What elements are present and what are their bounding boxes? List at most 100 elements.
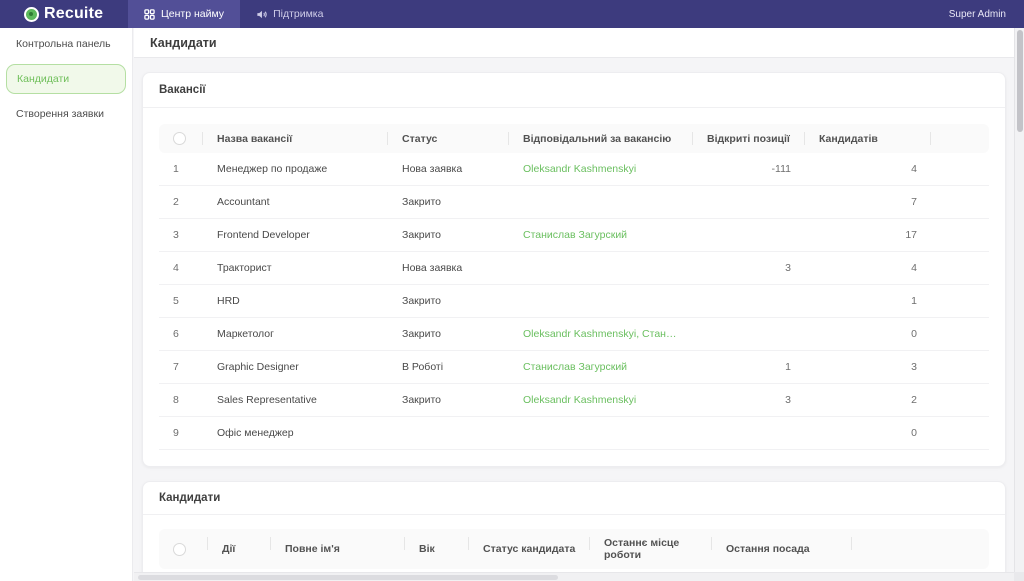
- column-header-open-positions[interactable]: Відкриті позиції: [693, 124, 805, 153]
- vacancy-name: Frontend Developer: [203, 218, 388, 252]
- vacancy-owner-link[interactable]: Станислав Загурский: [509, 350, 693, 384]
- candidates-count-value: 2: [805, 383, 931, 417]
- page-title: Кандидати: [150, 35, 217, 50]
- open-positions-value: 3: [693, 383, 805, 417]
- table-row[interactable]: 2 Accountant Закрито 7: [159, 185, 989, 219]
- column-header-last-workplace[interactable]: Останнє місце роботи: [590, 529, 712, 569]
- vacancy-owner-link[interactable]: Oleksandr Kashmenskyi, Станислав Загу...: [509, 317, 693, 351]
- column-header-actions[interactable]: Дії: [208, 529, 271, 569]
- open-positions-value: [693, 317, 805, 351]
- vacancy-status: В Роботі: [388, 350, 509, 384]
- row-index: 1: [159, 153, 203, 186]
- select-all-checkbox[interactable]: [173, 132, 186, 145]
- vacancy-name: Graphic Designer: [203, 350, 388, 384]
- grid-icon: [144, 8, 155, 20]
- open-positions-value: [693, 218, 805, 252]
- nav-item-label: Центр найму: [161, 8, 225, 20]
- vacancies-header-row: Назва вакансії Статус Відповідальний за …: [159, 124, 989, 153]
- vacancy-name: Sales Representative: [203, 383, 388, 417]
- top-nav: Центр найму Підтримка: [128, 0, 339, 28]
- user-menu[interactable]: Super Admin: [949, 0, 1024, 28]
- open-positions-value: [693, 416, 805, 450]
- recuite-logo-icon: [24, 6, 39, 22]
- candidates-count-value: 4: [805, 251, 931, 285]
- row-index: 7: [159, 350, 203, 384]
- candidates-count-value: 4: [805, 153, 931, 186]
- vacancy-name: HRD: [203, 284, 388, 318]
- table-row[interactable]: 9 Офіс менеджер 0: [159, 416, 989, 450]
- open-positions-value: [693, 284, 805, 318]
- vacancy-owner-link[interactable]: Oleksandr Kashmenskyi: [509, 383, 693, 417]
- vacancy-owner-link[interactable]: [509, 251, 693, 285]
- nav-item-support[interactable]: Підтримка: [240, 0, 339, 28]
- brand-logo[interactable]: Recuite: [0, 0, 128, 28]
- vertical-scrollbar-thumb[interactable]: [1016, 30, 1023, 132]
- candidates-count-value: 17: [805, 218, 931, 252]
- candidates-count-value: 3: [805, 350, 931, 384]
- vacancy-status: Нова заявка: [388, 153, 509, 186]
- candidates-card: Кандидати Дії Повне ім'я Вік: [142, 481, 1006, 581]
- column-header-status[interactable]: Статус: [388, 124, 509, 153]
- horizontal-scrollbar-thumb[interactable]: [138, 574, 558, 580]
- vacancy-owner-link[interactable]: Oleksandr Kashmenskyi: [509, 153, 693, 186]
- select-all-checkbox[interactable]: [173, 542, 186, 556]
- nav-item-hiring-center[interactable]: Центр найму: [128, 0, 241, 28]
- column-header-candidate-status[interactable]: Статус кандидата: [469, 529, 590, 569]
- vacancy-status: [388, 416, 509, 450]
- row-index: 3: [159, 218, 203, 252]
- vacancy-owner-link[interactable]: [509, 185, 693, 219]
- vacancy-name: Менеджер по продаже: [203, 153, 388, 186]
- table-row[interactable]: 3 Frontend Developer Закрито Станислав З…: [159, 218, 989, 252]
- row-index: 2: [159, 185, 203, 219]
- table-row[interactable]: 5 HRD Закрито 1: [159, 284, 989, 318]
- candidates-card-title: Кандидати: [143, 482, 1005, 515]
- vertical-scrollbar-track[interactable]: [1014, 28, 1024, 581]
- column-header-owner[interactable]: Відповідальний за вакансію: [509, 124, 693, 153]
- nav-item-label: Підтримка: [273, 8, 324, 20]
- vacancy-owner-link[interactable]: [509, 416, 693, 450]
- candidates-count-value: 1: [805, 284, 931, 318]
- row-index: 8: [159, 383, 203, 417]
- vacancies-table: Назва вакансії Статус Відповідальний за …: [159, 124, 989, 450]
- open-positions-value: 1: [693, 350, 805, 384]
- content: Вакансії Назва вакансії Статус: [134, 58, 1014, 581]
- sidebar: Контрольна панель Кандидати Створення за…: [0, 28, 133, 581]
- vacancies-card: Вакансії Назва вакансії Статус: [142, 72, 1006, 467]
- sidebar-item-candidates[interactable]: Кандидати: [6, 64, 126, 94]
- row-index: 4: [159, 251, 203, 285]
- column-header-last-position[interactable]: Остання посада: [712, 529, 852, 569]
- main-area: Кандидати Вакансії Назва вака: [134, 28, 1014, 581]
- candidates-header-row: Дії Повне ім'я Вік Статус кандидата Оста…: [159, 529, 989, 569]
- table-row[interactable]: 8 Sales Representative Закрито Oleksandr…: [159, 383, 989, 417]
- horizontal-scrollbar-track[interactable]: [134, 572, 1014, 581]
- megaphone-icon: [256, 9, 267, 20]
- open-positions-value: -111: [693, 153, 805, 186]
- user-name: Super Admin: [948, 8, 1006, 20]
- column-header-name[interactable]: Назва вакансії: [203, 124, 388, 153]
- vacancy-owner-link[interactable]: [509, 284, 693, 318]
- open-positions-value: 3: [693, 251, 805, 285]
- column-header-candidates[interactable]: Кандидатів: [805, 124, 931, 153]
- vacancies-card-title: Вакансії: [143, 73, 1005, 108]
- vacancy-status: Закрито: [388, 185, 509, 219]
- row-index: 6: [159, 317, 203, 351]
- column-header-age[interactable]: Вік: [405, 529, 469, 569]
- vacancy-owner-link[interactable]: Станислав Загурский: [509, 218, 693, 252]
- candidates-count-value: 0: [805, 416, 931, 450]
- page-titlebar: Кандидати: [134, 28, 1014, 58]
- vacancy-status: Закрито: [388, 317, 509, 351]
- sidebar-item-dashboard[interactable]: Контрольна панель: [16, 38, 111, 50]
- table-row[interactable]: 1 Менеджер по продаже Нова заявка Oleksa…: [159, 153, 989, 186]
- sidebar-item-create-request[interactable]: Створення заявки: [16, 108, 104, 120]
- table-row[interactable]: 6 Маркетолог Закрито Oleksandr Kashmensk…: [159, 317, 989, 351]
- vacancy-status: Закрито: [388, 218, 509, 252]
- vacancy-name: Маркетолог: [203, 317, 388, 351]
- table-row[interactable]: 4 Тракторист Нова заявка 3 4: [159, 251, 989, 285]
- column-header-full-name[interactable]: Повне ім'я: [271, 529, 405, 569]
- top-navigation-bar: Recuite Центр найму П: [0, 0, 1024, 28]
- table-row[interactable]: 7 Graphic Designer В Роботі Станислав За…: [159, 350, 989, 384]
- vacancy-status: Закрито: [388, 383, 509, 417]
- scrollbar-corner: [1014, 572, 1024, 581]
- candidates-count-value: 0: [805, 317, 931, 351]
